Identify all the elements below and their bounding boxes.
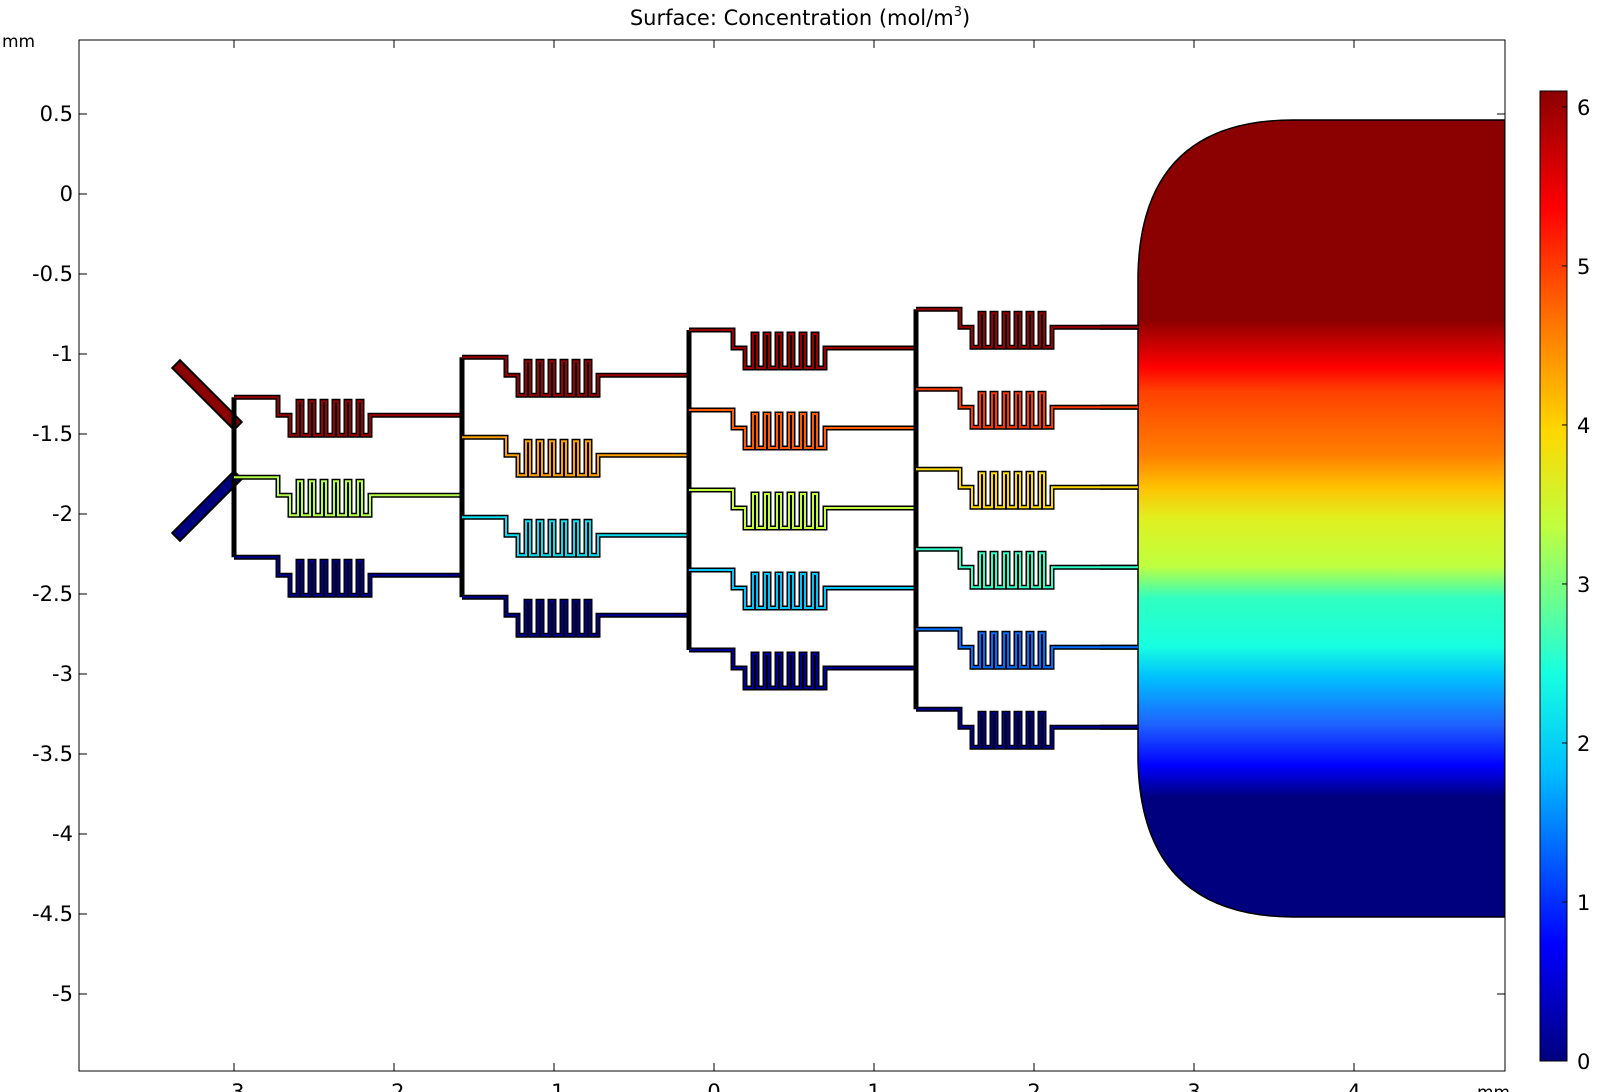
serpentine-channel: [916, 626, 1138, 670]
y-tick-label: -2: [52, 502, 73, 526]
mixing-chamber: [1137, 119, 1505, 918]
colorbar-tick-label: 5: [1577, 255, 1590, 279]
serpentine-channel: [234, 554, 462, 598]
serpentine-channel: [916, 386, 1138, 430]
x-tick-label: -2: [384, 1080, 405, 1092]
colorbar-tick-label: 3: [1577, 573, 1590, 597]
y-tick-label: 0.5: [40, 102, 73, 126]
y-tick-label: -0.5: [32, 262, 73, 286]
y-tick-label: -1.5: [32, 422, 73, 446]
plot-title-main: Surface: Concentration (mol/m: [630, 6, 954, 30]
colorbar-tick-label: 2: [1577, 732, 1590, 756]
colorbar: [1539, 90, 1568, 1062]
colorbar-tick-label: 0: [1577, 1050, 1590, 1074]
serpentine-channel: [689, 567, 916, 611]
serpentine-channel: [462, 594, 689, 638]
y-tick-label: 0: [60, 182, 73, 206]
inlet-top: [170, 358, 244, 432]
y-tick-label: -3.5: [32, 742, 73, 766]
x-axis-ticks: -3 -2 -1 0 1 2 3 4: [224, 40, 1361, 1092]
serpentine-channel: [462, 434, 689, 478]
colorbar-tick-label: 6: [1577, 96, 1590, 120]
plot-title: Surface: Concentration (mol/m3): [630, 5, 970, 30]
y-tick-label: -4.5: [32, 902, 73, 926]
serpentine-channel: [689, 487, 916, 531]
colorbar-tick-label: 4: [1577, 414, 1590, 438]
y-axis-unit: mm: [2, 32, 35, 52]
x-tick-label: -1: [544, 1080, 565, 1092]
serpentine-channel: [689, 647, 916, 691]
y-tick-label: -1: [52, 342, 73, 366]
serpentine-channel: [689, 327, 916, 371]
inlet-bottom: [170, 469, 244, 543]
serpentine-channel: [916, 706, 1138, 750]
serpentine-channel: [462, 354, 689, 398]
x-tick-label: 4: [1347, 1080, 1360, 1092]
colorbar-tick-label: 1: [1577, 891, 1590, 915]
x-axis-unit: mm: [1477, 1083, 1510, 1092]
plot-title-suffix: ): [962, 6, 970, 30]
plot-title-superscript: 3: [954, 5, 962, 20]
serpentine-channel: [234, 394, 462, 438]
y-tick-label: -5: [52, 982, 73, 1006]
serpentine-channel: [916, 306, 1138, 350]
serpentine-channel: [462, 514, 689, 558]
y-tick-label: -3: [52, 662, 73, 686]
serpentine-channel: [916, 546, 1138, 590]
y-tick-label: -4: [52, 822, 73, 846]
y-axis-ticks: 0.5 0 -0.5 -1 -1.5 -2 -2.5 -3 -3.5 -4 -4.5 -5: [32, 102, 1505, 1006]
x-tick-label: -3: [224, 1080, 245, 1092]
serpentine-channel: [234, 474, 462, 518]
mixer-network: [231, 306, 1138, 750]
x-tick-label: 1: [867, 1080, 880, 1092]
x-tick-label: 2: [1027, 1080, 1040, 1092]
y-tick-label: -2.5: [32, 582, 73, 606]
serpentine-channel: [916, 466, 1138, 510]
x-tick-label: 0: [707, 1080, 720, 1092]
serpentine-channel: [689, 407, 916, 451]
colorbar-ticks: 6 5 4 3 2 1 0: [1562, 96, 1590, 1074]
x-tick-label: 3: [1187, 1080, 1200, 1092]
